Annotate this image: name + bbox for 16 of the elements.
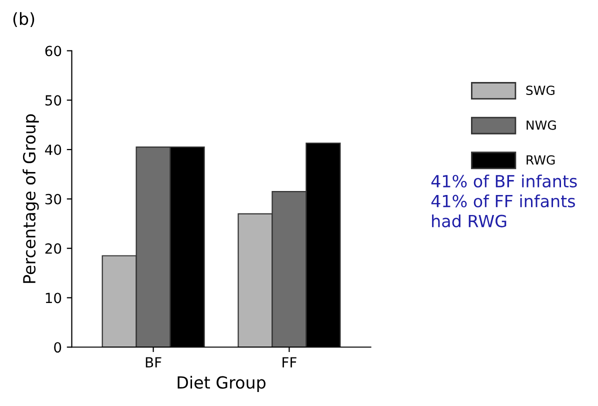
- text: 41% of BF infants 41% of FF infants had RWG: [431, 174, 577, 228]
- y-tick-label: 50: [45, 95, 62, 106]
- y-tick-label: 40: [45, 144, 62, 156]
- y-tick-label: 60: [45, 46, 62, 56]
- legend-label: SWG: [526, 86, 554, 96]
- y-axis-title: Percentage of Group: [22, 114, 39, 283]
- y-tick-label: 0: [54, 342, 62, 353]
- legend-label: NWG: [526, 120, 556, 130]
- x-axis-title: Diet Group: [178, 376, 266, 392]
- y-tick-label: 30: [45, 194, 62, 204]
- y-tick-label: 20: [45, 243, 62, 254]
- legend-label: RWG: [526, 155, 555, 165]
- y-tick-label: 10: [46, 292, 62, 304]
- text: (b): [13, 12, 34, 28]
- x-tick-label: FF: [282, 357, 296, 368]
- x-tick-label: BF: [146, 357, 162, 368]
